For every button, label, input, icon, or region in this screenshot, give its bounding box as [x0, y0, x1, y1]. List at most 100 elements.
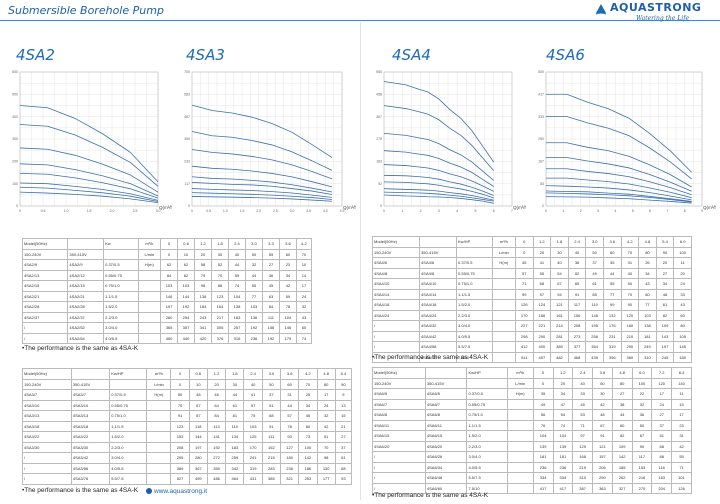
table-cell: 82	[177, 269, 196, 281]
table-cell: 192	[177, 301, 196, 313]
table-cell: 156	[261, 322, 280, 334]
table-cell	[137, 301, 162, 313]
table-cell: 341	[194, 322, 212, 334]
table-cell: 4SA3/10	[22, 399, 72, 411]
table-cell: 4SA6/8	[424, 409, 468, 421]
x-tick-label: 2.5	[273, 209, 278, 213]
table-cell: 20	[655, 257, 675, 269]
header-rule	[0, 20, 720, 21]
table-cell: 377	[567, 341, 587, 353]
table-cell: 104	[532, 430, 554, 442]
table-cell: 61	[225, 399, 245, 411]
table-cell: 61	[655, 299, 675, 311]
table-cell: 2.4	[567, 236, 587, 248]
table-cell: Model(50Hz)	[372, 367, 426, 379]
table-cell: 38	[611, 398, 633, 410]
table-cell: 1.2	[206, 368, 227, 380]
table-cell: 0.37/0.5	[109, 389, 148, 401]
table-cell: 181	[638, 330, 657, 342]
table-cell: 208	[170, 441, 190, 453]
website-link[interactable]: www.aquastrong.it	[146, 488, 207, 495]
series-line	[545, 185, 692, 201]
table-row: 4SA3/7 4SA3/7 0.37/0.5 H(m) 50 48 46 44 41 37 31 25…	[22, 389, 353, 401]
table-cell: 11	[671, 388, 692, 400]
table-cell: 2.4	[227, 238, 246, 250]
series-line	[546, 116, 692, 180]
table-cell: 25	[298, 389, 318, 401]
chart-4sa6-svg: 0 1 2 3 4 5 6 7 8 9 0 83 167 250 333 417 500 Q(m³/h)	[538, 70, 716, 213]
table-cell	[506, 419, 534, 431]
table-cell	[70, 368, 111, 380]
table-cell: 440	[177, 332, 196, 344]
table-cell: 0.75/1.0	[109, 410, 148, 422]
table-cell: 192	[261, 332, 280, 344]
table-cell: 2.4	[243, 368, 263, 380]
table-cell: 53	[572, 409, 594, 421]
table-cell: 195	[585, 320, 604, 332]
x-tick-label: 5	[474, 209, 476, 213]
table-cell	[491, 341, 516, 353]
table-cell: 98	[316, 452, 336, 464]
table-cell: 0.55/0.75	[103, 269, 139, 281]
table-cell: /	[21, 322, 69, 334]
table-cell: 40	[227, 248, 246, 260]
table-cell: 57	[243, 399, 263, 411]
table-cell: 146	[160, 290, 179, 302]
table-cell: 13	[334, 399, 353, 411]
table-cell: 103	[638, 309, 657, 321]
table-cell: 45	[261, 280, 280, 292]
table-cell: 45	[298, 410, 318, 422]
table-cell: 4SA2/28	[21, 301, 69, 313]
y-tick-label: 275	[376, 137, 382, 141]
table-cell: 62	[160, 259, 179, 271]
x-tick-label: 3.5	[306, 209, 311, 213]
table-cell: 357	[177, 322, 196, 334]
table-cell: 65	[567, 278, 587, 290]
y-tick-label: 500	[538, 70, 544, 74]
table-cell: 420	[194, 332, 212, 344]
y-tick-label: 350	[184, 137, 190, 141]
x-tick-label: 1	[562, 209, 564, 213]
table-cell: 85	[585, 288, 604, 300]
table-row: 4SA4/10 4SA4/10 0.75/1.0 71 68 67 65 61 55 50 43 34…	[371, 278, 692, 290]
table-cell: 44	[227, 259, 246, 271]
y-tick-label: 333	[538, 115, 544, 119]
table-cell: 101	[671, 472, 692, 484]
table-cell: 4.0/5.5	[103, 332, 139, 344]
table-cell: 4SA2/15	[21, 280, 69, 292]
table-cell: 298	[514, 330, 534, 342]
table-cell: 126	[671, 482, 692, 494]
x-tick-label: 1.0	[64, 209, 69, 213]
table-cell: 4SA6/26	[424, 451, 468, 463]
table-cell	[491, 320, 516, 332]
table-cell: 134	[225, 431, 245, 443]
series-line	[546, 177, 692, 199]
table-cell: 60	[278, 248, 297, 260]
table-cell: 176	[602, 320, 622, 332]
series-line	[19, 172, 159, 199]
table-cell: 121	[550, 299, 569, 311]
table-cell: 3.0/4.0	[456, 320, 493, 332]
series-line	[191, 182, 333, 195]
table-cell: 60	[638, 288, 657, 300]
plot-frame	[383, 71, 513, 207]
table-cell: 20	[532, 246, 552, 258]
table-cell: 41	[532, 257, 552, 269]
table-cell: 43	[295, 311, 313, 323]
table-cell: 214	[550, 320, 569, 332]
globe-icon	[146, 488, 152, 495]
table-cell: 42	[671, 440, 692, 452]
table-cell: 103	[244, 301, 263, 313]
table-cell: 221	[532, 320, 552, 332]
table-cell: 450	[160, 332, 179, 344]
table-cell: 4SA2/13	[21, 269, 69, 281]
table-cell: 109	[655, 320, 675, 332]
table-cell: 216	[631, 472, 653, 484]
table-cell: 130	[316, 462, 336, 474]
table-cell: 33	[673, 288, 692, 300]
chart-4sa3-svg: 0 0.5 1.0 1.5 2.0 2.5 3.0 3.5 4.0 4.5 0 117 233 350 46…	[184, 70, 356, 213]
table-cell	[491, 288, 516, 300]
table-cell: 31	[620, 257, 640, 269]
table-cell: 77	[602, 288, 622, 300]
table-cell: 41	[243, 389, 263, 401]
